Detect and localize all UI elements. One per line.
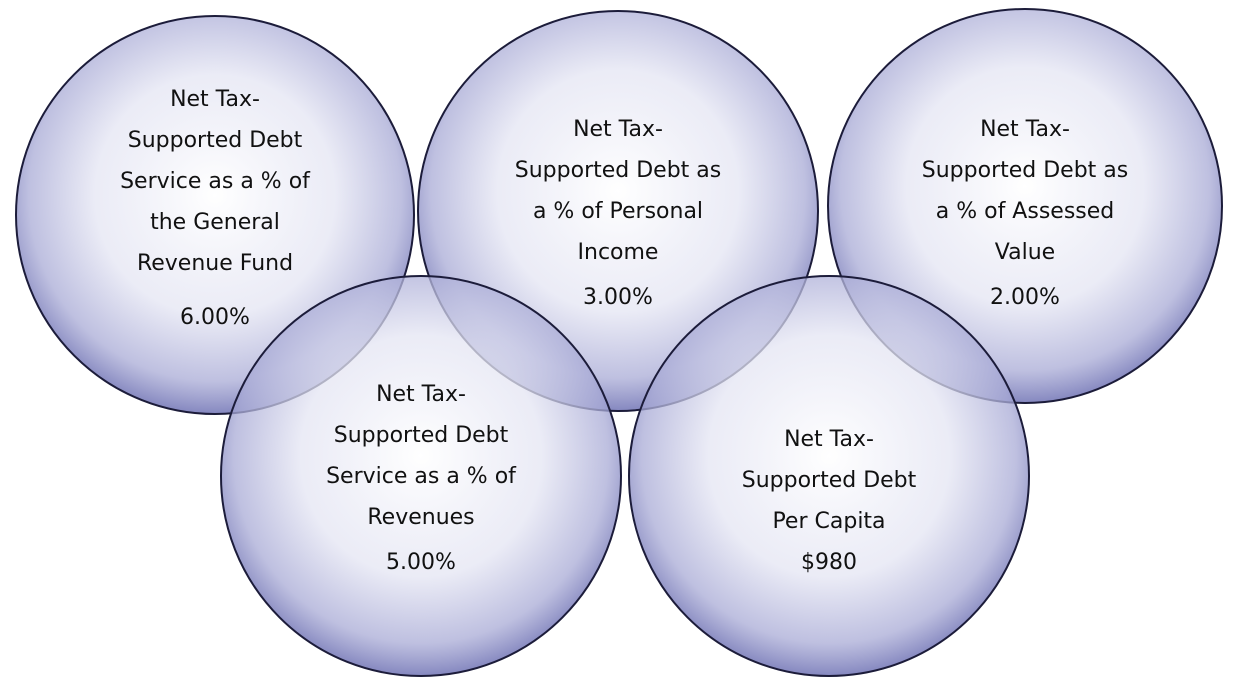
bubble-value: 2.00% [990, 285, 1060, 310]
bubble-label: Service as a % of [326, 464, 517, 489]
bubble-label: Per Capita [772, 509, 885, 534]
bubble-label: Net Tax- [784, 427, 874, 452]
bubble-label: Service as a % of [120, 169, 311, 194]
bubble-label: the General [150, 210, 280, 235]
bubble-label: Income [578, 240, 659, 265]
bubble-label: Revenue Fund [137, 251, 293, 276]
bubble [628, 275, 1030, 677]
bubble [220, 275, 622, 677]
bubble-label: Supported Debt [742, 468, 917, 493]
bubble-value: $980 [801, 550, 857, 575]
bubble-label: Revenues [367, 505, 474, 530]
bubble-label: Net Tax- [170, 87, 260, 112]
bubble-label: Supported Debt as [515, 158, 721, 183]
bubble-label: Value [995, 240, 1055, 265]
bubble-label: Supported Debt [128, 128, 303, 153]
bubble-value: 3.00% [583, 285, 653, 310]
bubble-label: Supported Debt [334, 423, 509, 448]
bubble-label: a % of Personal [533, 199, 703, 224]
bubble-label: a % of Assessed [936, 199, 1115, 224]
bubble-label: Net Tax- [376, 382, 466, 407]
bubble-label: Net Tax- [980, 117, 1070, 142]
circles [15, 8, 1223, 677]
labels: Net Tax- Supported Debt Service as a % of t… [120, 87, 1128, 575]
bubble-label: Supported Debt as [922, 158, 1128, 183]
bubble-label: Net Tax- [573, 117, 663, 142]
bubble-value: 6.00% [180, 305, 250, 330]
bubble-value: 5.00% [386, 550, 456, 575]
